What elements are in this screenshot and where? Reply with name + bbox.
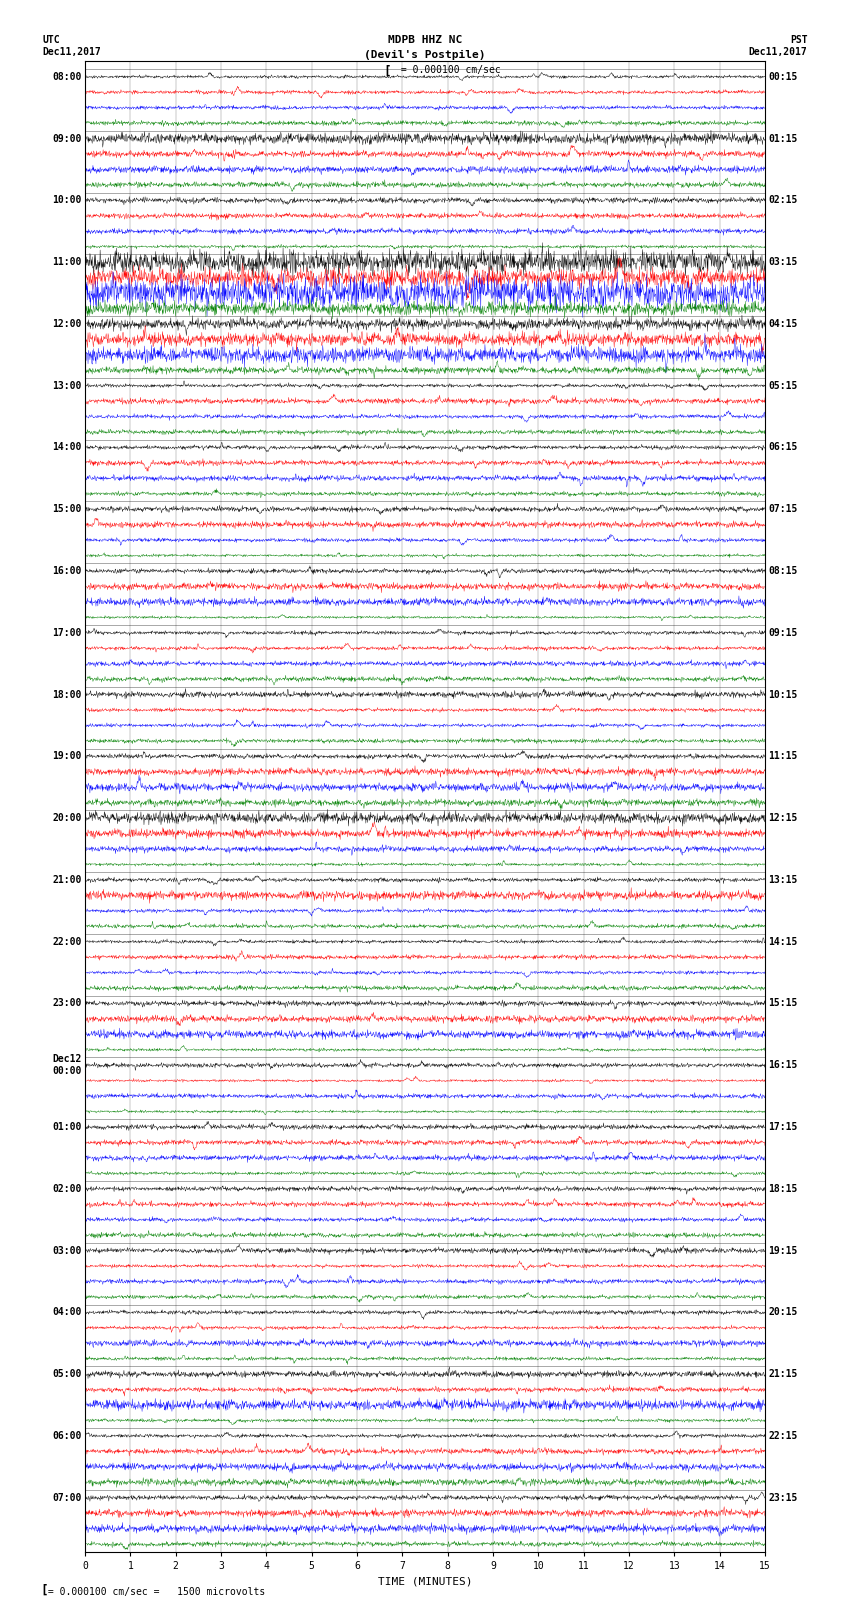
Text: [: [ — [383, 65, 390, 77]
Text: 10:15: 10:15 — [768, 689, 798, 700]
Text: 04:15: 04:15 — [768, 319, 798, 329]
Text: 02:00: 02:00 — [52, 1184, 82, 1194]
Text: 23:15: 23:15 — [768, 1492, 798, 1503]
Text: 21:15: 21:15 — [768, 1369, 798, 1379]
Text: 07:00: 07:00 — [52, 1492, 82, 1503]
Text: 12:15: 12:15 — [768, 813, 798, 823]
Text: 12:00: 12:00 — [52, 319, 82, 329]
Text: 21:00: 21:00 — [52, 874, 82, 886]
Text: 01:15: 01:15 — [768, 134, 798, 144]
Text: Dec12
00:00: Dec12 00:00 — [52, 1055, 82, 1076]
Text: = 0.000100 cm/sec: = 0.000100 cm/sec — [395, 65, 501, 74]
Text: 22:15: 22:15 — [768, 1431, 798, 1440]
Text: 09:15: 09:15 — [768, 627, 798, 637]
Text: 10:00: 10:00 — [52, 195, 82, 205]
X-axis label: TIME (MINUTES): TIME (MINUTES) — [377, 1576, 473, 1586]
Text: 01:00: 01:00 — [52, 1123, 82, 1132]
Text: 17:00: 17:00 — [52, 627, 82, 637]
Text: 03:00: 03:00 — [52, 1245, 82, 1255]
Text: 18:15: 18:15 — [768, 1184, 798, 1194]
Text: 23:00: 23:00 — [52, 998, 82, 1008]
Text: 18:00: 18:00 — [52, 689, 82, 700]
Text: 13:15: 13:15 — [768, 874, 798, 886]
Text: 03:15: 03:15 — [768, 256, 798, 268]
Text: 22:00: 22:00 — [52, 937, 82, 947]
Text: MDPB HHZ NC: MDPB HHZ NC — [388, 35, 462, 45]
Text: 19:00: 19:00 — [52, 752, 82, 761]
Text: 05:00: 05:00 — [52, 1369, 82, 1379]
Text: 16:15: 16:15 — [768, 1060, 798, 1069]
Text: PST: PST — [790, 35, 808, 45]
Text: 08:15: 08:15 — [768, 566, 798, 576]
Text: 00:15: 00:15 — [768, 71, 798, 82]
Text: 15:15: 15:15 — [768, 998, 798, 1008]
Text: 05:15: 05:15 — [768, 381, 798, 390]
Text: 06:15: 06:15 — [768, 442, 798, 452]
Text: UTC: UTC — [42, 35, 60, 45]
Text: 20:15: 20:15 — [768, 1307, 798, 1318]
Text: 14:15: 14:15 — [768, 937, 798, 947]
Text: 15:00: 15:00 — [52, 505, 82, 515]
Text: 16:00: 16:00 — [52, 566, 82, 576]
Text: 11:00: 11:00 — [52, 256, 82, 268]
Text: 07:15: 07:15 — [768, 505, 798, 515]
Text: 13:00: 13:00 — [52, 381, 82, 390]
Text: 02:15: 02:15 — [768, 195, 798, 205]
Text: 04:00: 04:00 — [52, 1307, 82, 1318]
Text: 14:00: 14:00 — [52, 442, 82, 452]
Text: 09:00: 09:00 — [52, 134, 82, 144]
Text: 19:15: 19:15 — [768, 1245, 798, 1255]
Text: 17:15: 17:15 — [768, 1123, 798, 1132]
Text: = 0.000100 cm/sec =   1500 microvolts: = 0.000100 cm/sec = 1500 microvolts — [42, 1587, 266, 1597]
Text: 20:00: 20:00 — [52, 813, 82, 823]
Text: 06:00: 06:00 — [52, 1431, 82, 1440]
Text: Dec11,2017: Dec11,2017 — [749, 47, 808, 56]
Text: [: [ — [26, 1584, 48, 1597]
Text: 08:00: 08:00 — [52, 71, 82, 82]
Text: (Devil's Postpile): (Devil's Postpile) — [365, 50, 485, 60]
Text: 11:15: 11:15 — [768, 752, 798, 761]
Text: Dec11,2017: Dec11,2017 — [42, 47, 101, 56]
